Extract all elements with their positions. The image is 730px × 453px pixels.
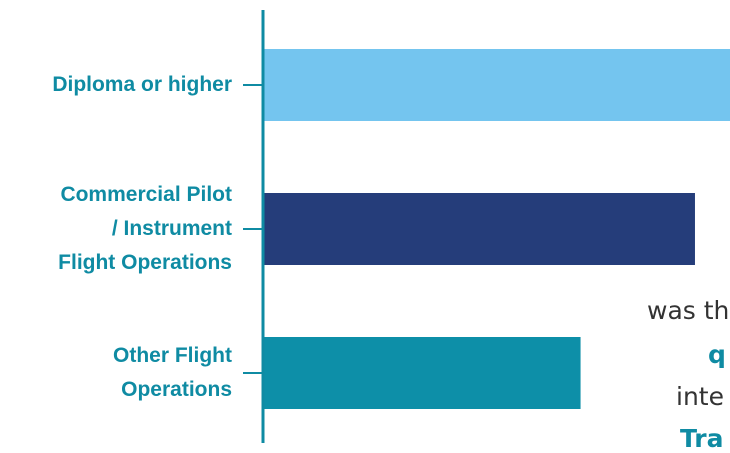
bars-group <box>263 49 730 409</box>
bar-1 <box>263 49 730 121</box>
bar-chart <box>243 10 730 443</box>
bar-3 <box>263 337 581 409</box>
category-label-3: Other Flight Operations <box>113 339 232 407</box>
category-label-1-line-1: Diploma or higher <box>52 73 232 96</box>
category-label-1: Diploma or higher <box>52 68 232 102</box>
overlay-text-line-4: Tra <box>680 424 724 453</box>
axis-ticks-group <box>243 84 263 374</box>
overlay-text-line-2: q <box>708 340 726 369</box>
category-label-3-line-2: Operations <box>121 378 232 401</box>
category-label-2-line-3: Flight Operations <box>58 251 232 274</box>
category-label-2-line-2: / Instrument <box>111 217 232 240</box>
category-label-2-line-1: Commercial Pilot <box>60 183 232 206</box>
overlay-text-line-1: was th <box>647 296 730 325</box>
category-label-3-line-1: Other Flight <box>113 344 232 367</box>
overlay-text-line-3: inte <box>676 382 724 411</box>
category-label-2: Commercial Pilot / Instrument Flight Opera… <box>58 178 232 280</box>
bar-2 <box>263 193 695 265</box>
